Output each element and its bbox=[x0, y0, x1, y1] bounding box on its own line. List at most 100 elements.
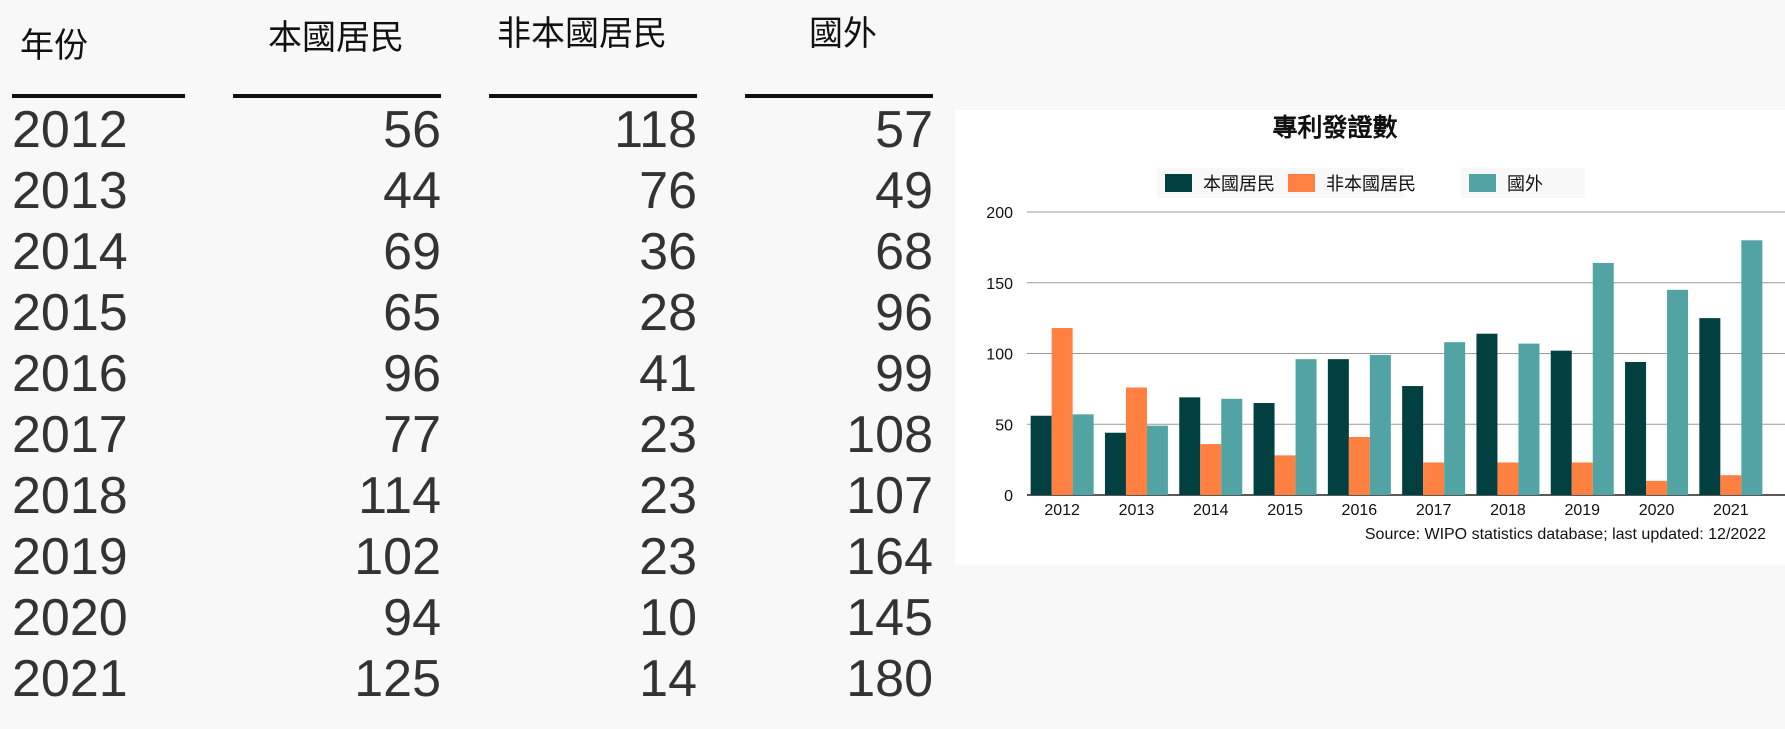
cell-year: 2021 bbox=[12, 650, 128, 708]
bar bbox=[1550, 350, 1572, 495]
cell-year: 2013 bbox=[12, 162, 128, 220]
bar bbox=[1497, 462, 1519, 495]
cell-year: 2014 bbox=[12, 223, 128, 281]
bar bbox=[1625, 361, 1647, 495]
bar bbox=[1444, 342, 1466, 495]
cell-resident: 56 bbox=[383, 101, 441, 159]
x-tick-label: 2016 bbox=[1342, 502, 1378, 519]
chart-legend: 本國居民 非本國居民 國外 bbox=[1157, 168, 1585, 198]
bar bbox=[1072, 414, 1094, 495]
bar bbox=[1667, 289, 1689, 495]
x-tick-label: 2018 bbox=[1490, 502, 1526, 519]
bar bbox=[1518, 343, 1540, 495]
y-tick-label: 0 bbox=[1004, 488, 1013, 505]
cell-resident: 44 bbox=[383, 162, 441, 220]
header-rule-nonresident bbox=[489, 94, 697, 98]
chart-panel: 專利發證數 本國居民 非本國居民 國外 0 50 100 150 200 2012 2013 2… bbox=[955, 110, 1785, 565]
bar bbox=[1146, 425, 1168, 495]
cell-abroad: 99 bbox=[875, 345, 933, 403]
bar bbox=[1741, 240, 1763, 495]
cell-resident: 65 bbox=[383, 284, 441, 342]
cell-resident: 125 bbox=[354, 650, 441, 708]
cell-abroad: 57 bbox=[875, 101, 933, 159]
cell-resident: 77 bbox=[383, 406, 441, 464]
header-rule-resident bbox=[233, 94, 441, 98]
chart-source: Source: WIPO statistics database; last u… bbox=[1365, 526, 1766, 543]
bar bbox=[1327, 359, 1349, 495]
cell-abroad: 68 bbox=[875, 223, 933, 281]
y-tick-label: 200 bbox=[986, 205, 1013, 222]
bar bbox=[1125, 387, 1147, 495]
cell-year: 2017 bbox=[12, 406, 128, 464]
cell-abroad: 145 bbox=[846, 589, 933, 647]
legend-label: 本國居民 bbox=[1203, 174, 1275, 195]
bar bbox=[1720, 475, 1742, 495]
cell-resident: 114 bbox=[358, 467, 441, 525]
header-abroad: 國外 bbox=[809, 14, 877, 54]
x-tick-label: 2013 bbox=[1119, 502, 1155, 519]
header-nonresident: 非本國居民 bbox=[497, 14, 667, 54]
cell-year: 2020 bbox=[12, 589, 128, 647]
cell-year: 2016 bbox=[12, 345, 128, 403]
cell-year: 2015 bbox=[12, 284, 128, 342]
bar bbox=[1253, 403, 1275, 495]
chart-x-axis: 2012 2013 2014 2015 2016 2017 2018 2019 2020 2021 bbox=[1044, 502, 1748, 519]
bar bbox=[1295, 359, 1317, 495]
cell-abroad: 49 bbox=[875, 162, 933, 220]
data-table: 年份 本國居民 非本國居民 國外 2012 56 118 57 2013 44 76 49 20… bbox=[12, 14, 933, 708]
cell-year: 2018 bbox=[12, 467, 128, 525]
cell-year: 2012 bbox=[12, 101, 128, 159]
cell-resident: 94 bbox=[383, 589, 441, 647]
cell-nonresident: 118 bbox=[614, 101, 697, 159]
bar bbox=[1369, 354, 1391, 495]
cell-abroad: 108 bbox=[846, 406, 933, 464]
bar bbox=[1200, 444, 1222, 495]
bar bbox=[1423, 462, 1445, 495]
cell-nonresident: 23 bbox=[639, 528, 697, 586]
x-tick-label: 2015 bbox=[1267, 502, 1303, 519]
y-tick-label: 50 bbox=[995, 417, 1013, 434]
cell-nonresident: 28 bbox=[639, 284, 697, 342]
chart-title: 專利發證數 bbox=[1272, 113, 1397, 142]
bar bbox=[1402, 386, 1424, 495]
bar bbox=[1571, 462, 1593, 495]
cell-nonresident: 41 bbox=[639, 345, 697, 403]
cell-abroad: 107 bbox=[846, 467, 933, 525]
cell-resident: 102 bbox=[354, 528, 441, 586]
x-tick-label: 2019 bbox=[1564, 502, 1600, 519]
cell-resident: 96 bbox=[383, 345, 441, 403]
bar bbox=[1699, 318, 1721, 495]
header-rule-abroad bbox=[745, 94, 933, 98]
x-tick-label: 2014 bbox=[1193, 502, 1229, 519]
header-resident: 本國居民 bbox=[268, 18, 404, 58]
cell-resident: 69 bbox=[383, 223, 441, 281]
cell-nonresident: 36 bbox=[639, 223, 697, 281]
legend-swatch bbox=[1288, 174, 1315, 192]
header-rule-year bbox=[12, 94, 185, 98]
cell-year: 2019 bbox=[12, 528, 128, 586]
cell-abroad: 180 bbox=[846, 650, 933, 708]
cell-nonresident: 14 bbox=[639, 650, 697, 708]
chart-y-axis: 0 50 100 150 200 bbox=[986, 205, 1013, 505]
x-tick-label: 2012 bbox=[1044, 502, 1080, 519]
bar bbox=[1221, 398, 1243, 495]
x-tick-label: 2021 bbox=[1713, 502, 1749, 519]
legend-swatch bbox=[1165, 174, 1192, 192]
y-tick-label: 150 bbox=[986, 276, 1013, 293]
bar bbox=[1476, 333, 1498, 495]
cell-nonresident: 76 bbox=[639, 162, 697, 220]
bar bbox=[1030, 415, 1052, 495]
chart-bars bbox=[1030, 240, 1763, 495]
x-tick-label: 2017 bbox=[1416, 502, 1452, 519]
legend-label: 非本國居民 bbox=[1326, 174, 1416, 195]
y-tick-label: 100 bbox=[986, 347, 1013, 364]
bar bbox=[1179, 397, 1201, 495]
header-year: 年份 bbox=[20, 26, 88, 66]
bar bbox=[1592, 262, 1614, 495]
legend-swatch bbox=[1469, 174, 1496, 192]
bar bbox=[1646, 480, 1668, 495]
cell-nonresident: 23 bbox=[639, 406, 697, 464]
bar bbox=[1104, 432, 1126, 495]
bar bbox=[1348, 436, 1370, 495]
